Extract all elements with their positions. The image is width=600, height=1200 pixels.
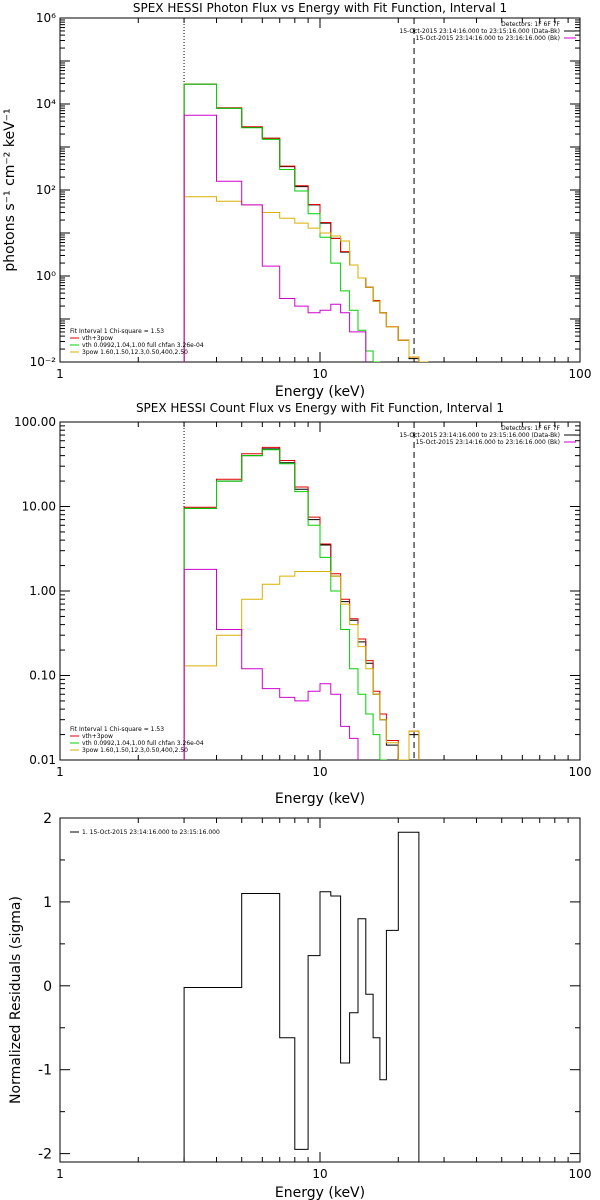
y-tick-label: 10⁻² [30,355,57,369]
vth-series-line [183,83,381,362]
y-tick-label: 100.00 [14,415,56,429]
info-text: 15-Oct-2015 23:14:16.000 to 23:15:16.000… [399,432,560,439]
y-axis-label: Normalized Residuals (sigma) [8,896,24,1104]
y-tick-label: -1 [38,1063,52,1079]
data-series-line [183,114,367,362]
x-tick-label: 10 [312,765,327,779]
x-axis-label: Energy (keV) [275,791,365,807]
x-tick-label: 100 [569,1167,592,1181]
y-tick-label: 10.00 [22,500,56,514]
vth-3pow-series-line [183,83,429,362]
vth-series-line [183,449,387,760]
data-series-line [183,568,359,760]
x-tick-label: 1 [56,367,64,381]
legend-text: Fit Interval 1 Chi-square = 1.53 [70,726,164,733]
legend-text: vth+3pow [82,733,113,740]
y-axis-label: photons s⁻¹ cm⁻² keV⁻¹ [2,108,18,271]
y-tick-label: 10⁴ [36,97,56,111]
x-tick-label: 100 [569,765,592,779]
x-axis-label: Energy (keV) [275,1185,365,1200]
x-tick-label: 1 [56,765,64,779]
legend-text: vth 0.0992,1.04,1.00 full chfan 3.26e-04 [82,342,204,349]
data-series-line [183,83,420,362]
info-text: Detectors: 1F 6F 7F [501,425,560,432]
3pow-series-line [183,196,429,362]
y-tick-label: 0.10 [29,669,56,683]
y-tick-label: 1.00 [29,584,56,598]
data-series-line [183,448,420,760]
y-tick-label: 10² [36,183,56,197]
x-tick-label: 100 [569,367,592,381]
residuals-panel: Energy (keV) Normalized Residuals (sigma… [8,811,591,1200]
plot-frame [59,817,581,1163]
x-tick-label: 10 [312,1167,327,1181]
x-tick-label: 1 [56,1167,64,1181]
y-tick-label: 2 [43,811,52,827]
legend-text: vth+3pow [82,335,113,342]
plot-frame [59,421,581,761]
x-tick-label: 10 [312,367,327,381]
y-tick-label: 0.01 [29,753,56,767]
count-flux-panel: SPEX HESSI Count Flux vs Energy with Fit… [14,401,591,807]
legend-text: 3pow 1.60,1.50,12.3,0.50,400,2.50 [82,349,188,356]
photon-flux-panel: SPEX HESSI Photon Flux vs Energy with Fi… [2,1,591,400]
3pow-series-line [183,571,420,760]
legend-text: vth 0.0992,1.04,1.00 full chfan 3.26e-04 [82,740,204,747]
legend-text: 3pow 1.60,1.50,12.3,0.50,400,2.50 [82,747,188,754]
info-text: Detectors: 1F 6F 7F [501,21,560,28]
info-text: 15-Oct-2015 23:14:16.000 to 23:15:16.000… [399,28,560,35]
panel-title: SPEX HESSI Count Flux vs Energy with Fit… [136,401,504,415]
info-text: 15-Oct-2015 23:14:16.000 to 23:16:16.000… [416,439,560,446]
info-text: 15-Oct-2015 23:14:16.000 to 23:16:16.000… [416,35,560,42]
y-tick-label: 1 [43,895,52,911]
y-tick-label: 10⁶ [36,11,56,25]
y-tick-label: 0 [43,979,52,995]
y-tick-label: 10⁰ [36,269,56,283]
legend-text: Fit Interval 1 Chi-square = 1.53 [70,328,164,335]
vth-3pow-series-line [183,446,420,760]
data-series-line [183,831,420,1162]
legend-text: 1. 15-Oct-2015 23:14:16.000 to 23:15:16.… [82,829,220,836]
panel-title: SPEX HESSI Photon Flux vs Energy with Fi… [133,1,507,15]
x-axis-label: Energy (keV) [275,384,365,400]
y-tick-label: -2 [38,1147,52,1163]
